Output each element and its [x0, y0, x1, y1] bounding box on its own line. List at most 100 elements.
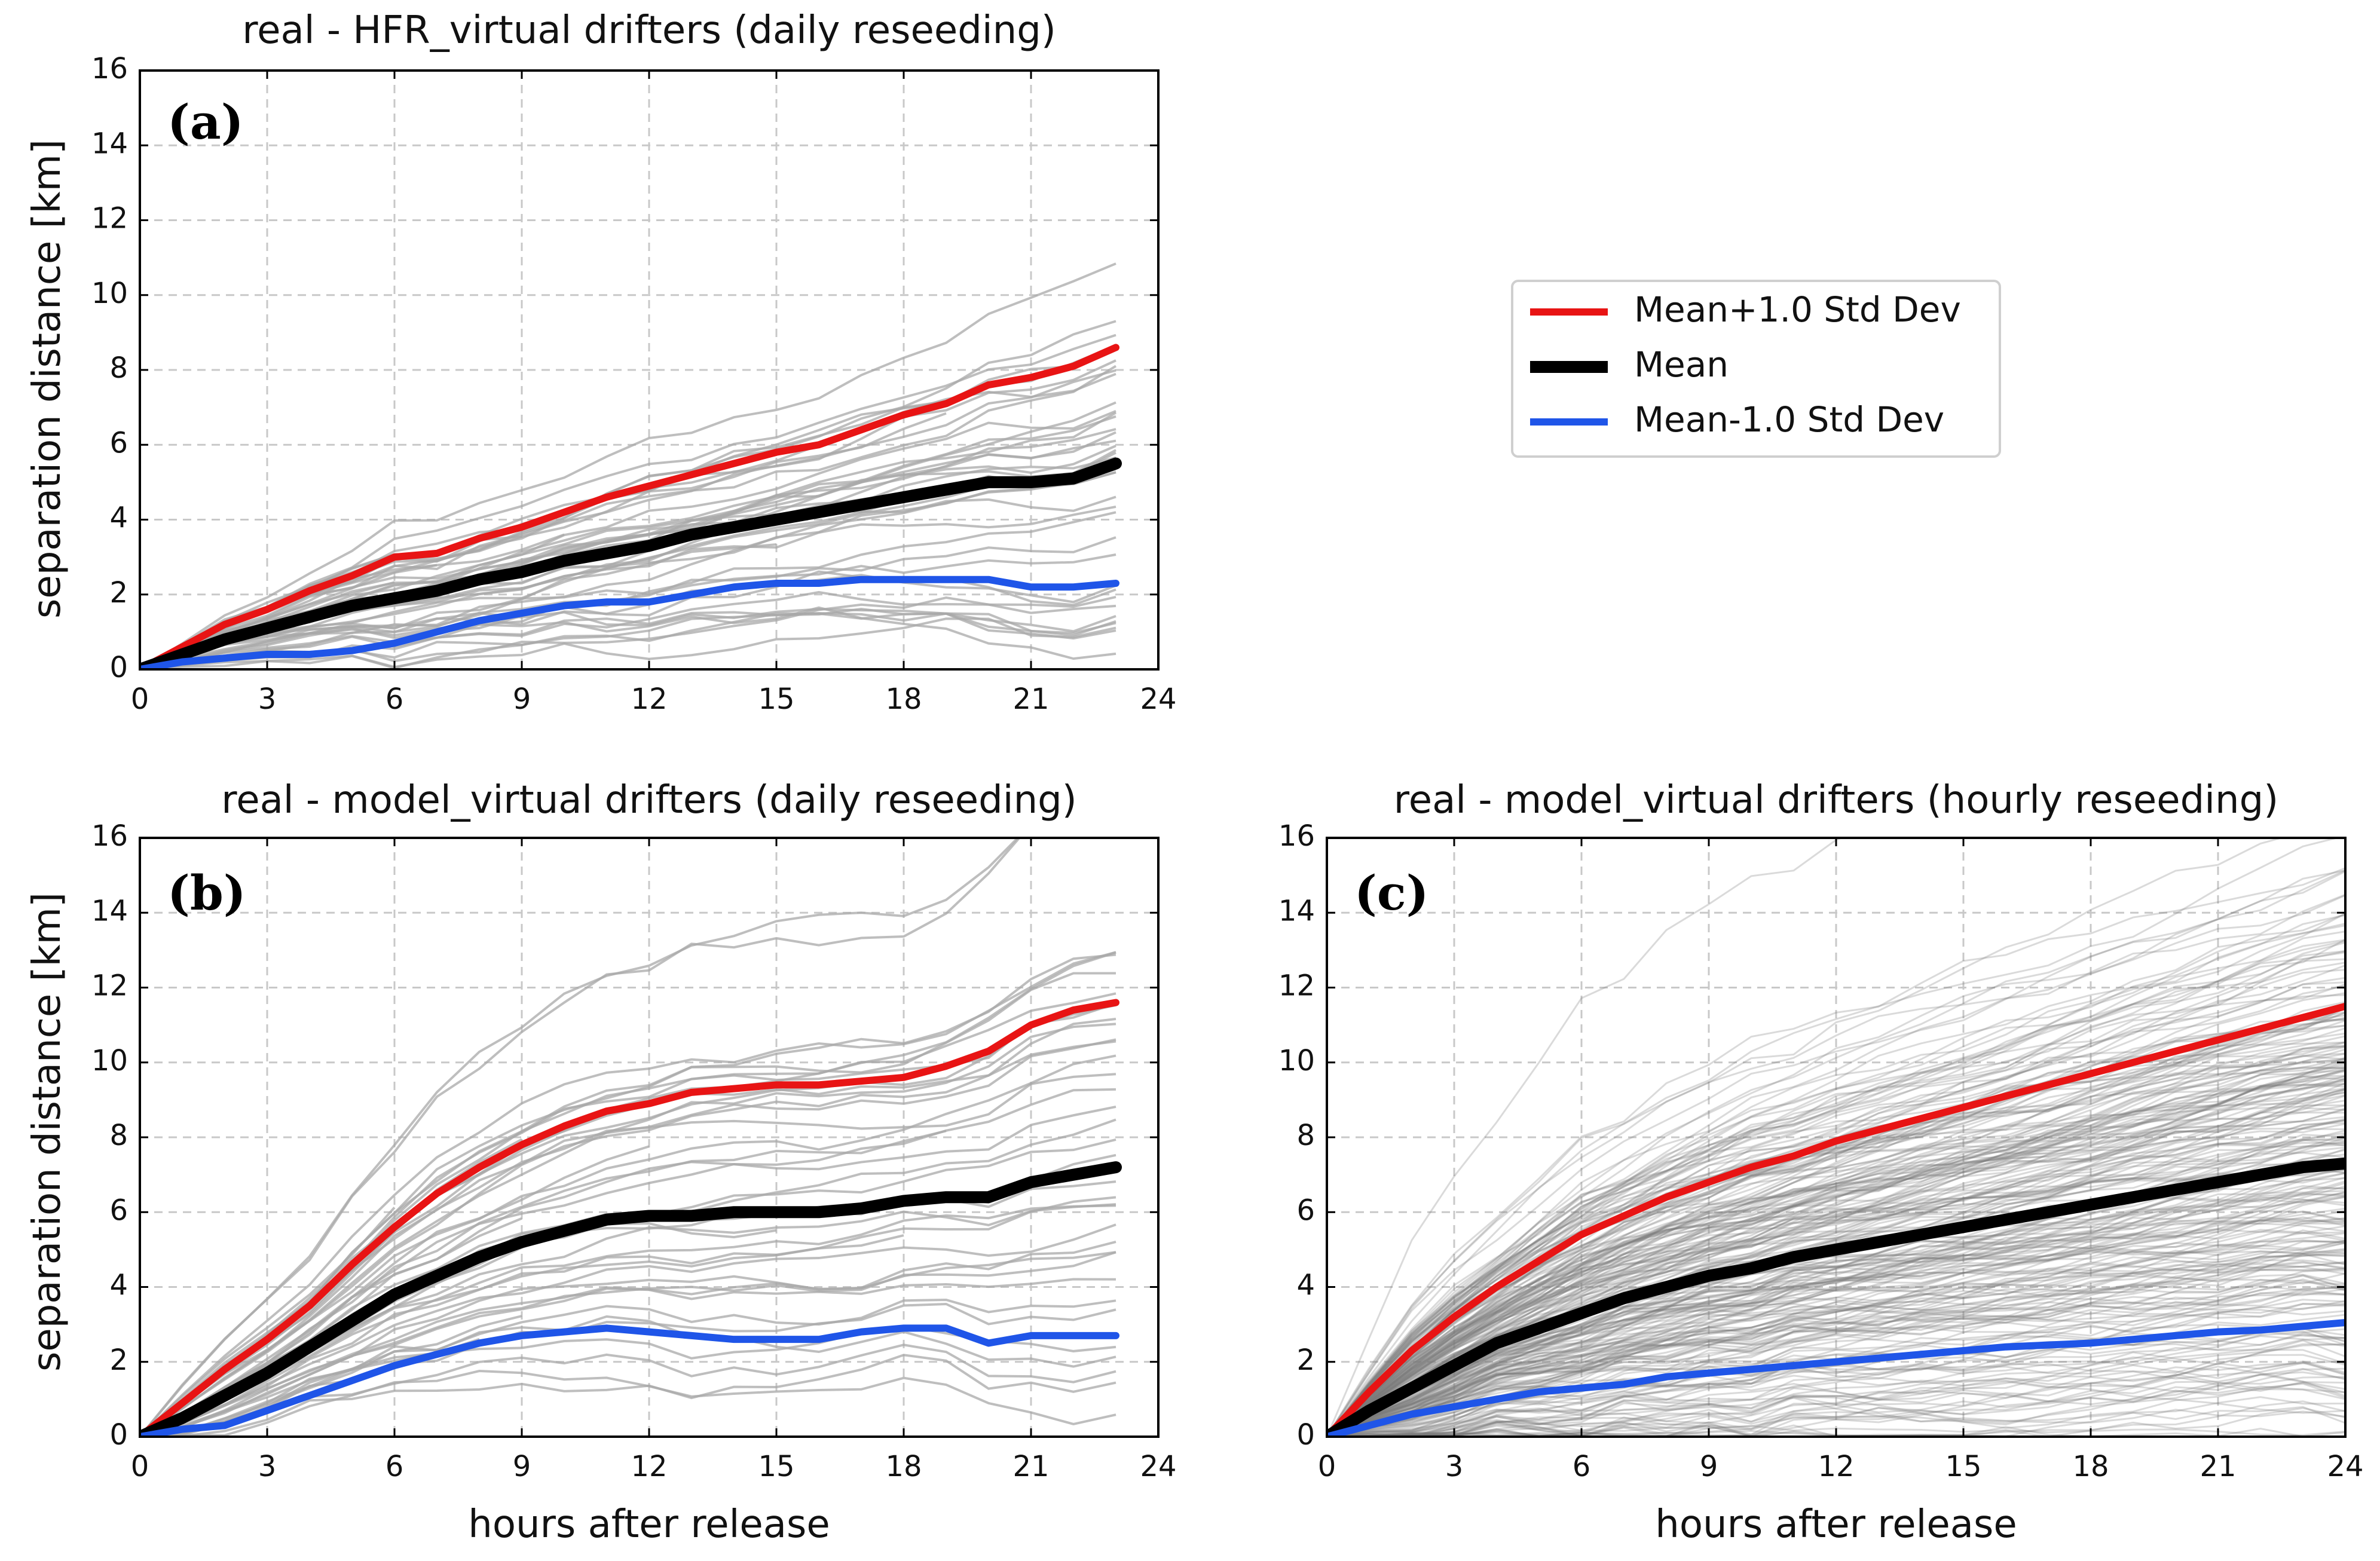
- background-trace: [1327, 1250, 2345, 1437]
- background-trace: [1327, 1088, 2345, 1437]
- panel-b-series: [140, 999, 1122, 1437]
- background-trace: [1327, 939, 2345, 1437]
- panel-c: real - model_virtual drifters (hourly re…: [1278, 778, 2364, 1547]
- background-trace: [140, 1315, 522, 1437]
- legend-label-upper: Mean+1.0 Std Dev: [1634, 289, 1961, 330]
- background-trace: [1327, 1078, 2345, 1437]
- background-trace: [140, 262, 1116, 669]
- background-trace: [1327, 893, 2345, 1437]
- background-trace: [140, 1251, 1116, 1437]
- y-tick-label: 2: [109, 576, 128, 610]
- background-trace: [1327, 931, 2345, 1437]
- background-trace: [140, 1105, 1116, 1437]
- y-tick-label: 12: [91, 202, 128, 235]
- background-trace: [1327, 1324, 2345, 1437]
- background-trace: [1327, 1168, 2345, 1437]
- y-tick-label: 16: [91, 52, 128, 85]
- y-tick-label: 8: [1296, 1119, 1315, 1152]
- background-trace: [1327, 1069, 2345, 1437]
- y-tick-label: 2: [109, 1343, 128, 1377]
- background-trace: [1327, 1229, 2345, 1437]
- background-trace: [1327, 1172, 2345, 1437]
- x-tick-label: 18: [885, 682, 922, 716]
- background-trace: [1327, 1187, 2345, 1437]
- y-tick-label: 4: [109, 501, 128, 535]
- background-trace: [1327, 925, 2345, 1437]
- background-trace: [1327, 1250, 2345, 1437]
- background-trace: [1327, 1220, 2345, 1437]
- background-trace: [1327, 923, 2345, 1437]
- legend-box: [1511, 280, 2001, 458]
- background-trace: [1327, 1269, 2345, 1437]
- background-trace: [1327, 1268, 2345, 1437]
- background-trace: [1327, 1041, 2345, 1437]
- background-trace: [1327, 1075, 2345, 1437]
- background-trace: [1327, 1335, 2345, 1437]
- background-trace: [1327, 1272, 2345, 1437]
- background-trace: [1327, 1339, 2345, 1437]
- background-trace: [1327, 1128, 2345, 1437]
- background-trace: [1327, 1328, 2345, 1437]
- background-trace: [1327, 838, 2341, 1437]
- background-trace: [1327, 1185, 2345, 1437]
- background-trace: [1327, 1108, 2345, 1437]
- background-trace: [1327, 1138, 2345, 1437]
- background-trace: [1327, 1080, 2345, 1437]
- x-tick-label: 15: [758, 1450, 794, 1483]
- background-trace: [1327, 1367, 2345, 1437]
- y-tick-label: 14: [91, 127, 128, 160]
- background-trace: [140, 838, 1021, 1437]
- background-trace: [1327, 1122, 2345, 1437]
- background-trace: [1327, 1286, 2345, 1437]
- background-trace: [1327, 1367, 2345, 1437]
- background-trace: [1327, 1157, 2345, 1437]
- background-trace: [1327, 985, 2345, 1437]
- background-trace: [1327, 1182, 2345, 1437]
- x-tick-label: 3: [1445, 1450, 1464, 1483]
- background-trace: [1327, 1082, 2345, 1437]
- background-trace: [1327, 1303, 2345, 1437]
- background-trace: [140, 1369, 1116, 1437]
- background-trace: [1327, 1193, 2345, 1437]
- panel-a-title: real - HFR_virtual drifters (daily resee…: [242, 8, 1056, 53]
- panel-a-background-traces: [140, 262, 1117, 669]
- background-trace: [1327, 1059, 2345, 1437]
- mean-plus-std-line: [1327, 1002, 2345, 1437]
- background-trace: [1327, 965, 2345, 1437]
- background-trace: [1327, 1041, 2345, 1437]
- mean-plus-std-line: [140, 999, 1119, 1437]
- background-trace: [1327, 1045, 2345, 1437]
- background-trace: [1327, 1091, 2345, 1437]
- background-trace: [1327, 1061, 2345, 1437]
- background-trace: [1327, 1048, 2345, 1437]
- background-trace: [1327, 1217, 2345, 1437]
- background-trace: [1327, 1067, 2345, 1437]
- x-tick-label: 21: [1012, 1450, 1049, 1483]
- y-tick-label: 6: [109, 426, 128, 460]
- y-tick-label: 14: [91, 894, 128, 928]
- background-trace: [1327, 1239, 2345, 1437]
- panel-c-background-traces: [1327, 838, 2345, 1437]
- panel-a-letter: (a): [167, 94, 244, 150]
- background-trace: [1327, 1360, 2345, 1437]
- background-trace: [1327, 1210, 2345, 1437]
- background-trace: [1327, 1373, 2345, 1437]
- background-trace: [140, 412, 947, 669]
- background-trace: [1327, 1177, 2345, 1437]
- background-trace: [1327, 1222, 2345, 1437]
- background-trace: [1327, 1388, 2345, 1437]
- y-tick-label: 10: [1278, 1044, 1315, 1078]
- background-trace: [1327, 1330, 2345, 1437]
- background-trace: [1327, 1196, 2345, 1437]
- x-tick-label: 21: [1012, 682, 1049, 716]
- background-trace: [1327, 1119, 2345, 1437]
- x-tick-label: 3: [258, 682, 277, 716]
- panel-b-ylabel: separation distance [km]: [25, 892, 69, 1372]
- panel-a: real - HFR_virtual drifters (daily resee…: [25, 8, 1177, 716]
- background-trace: [1327, 1285, 2345, 1437]
- background-trace: [140, 1241, 1116, 1437]
- background-trace: [1327, 951, 2345, 1437]
- background-trace: [1327, 950, 2345, 1437]
